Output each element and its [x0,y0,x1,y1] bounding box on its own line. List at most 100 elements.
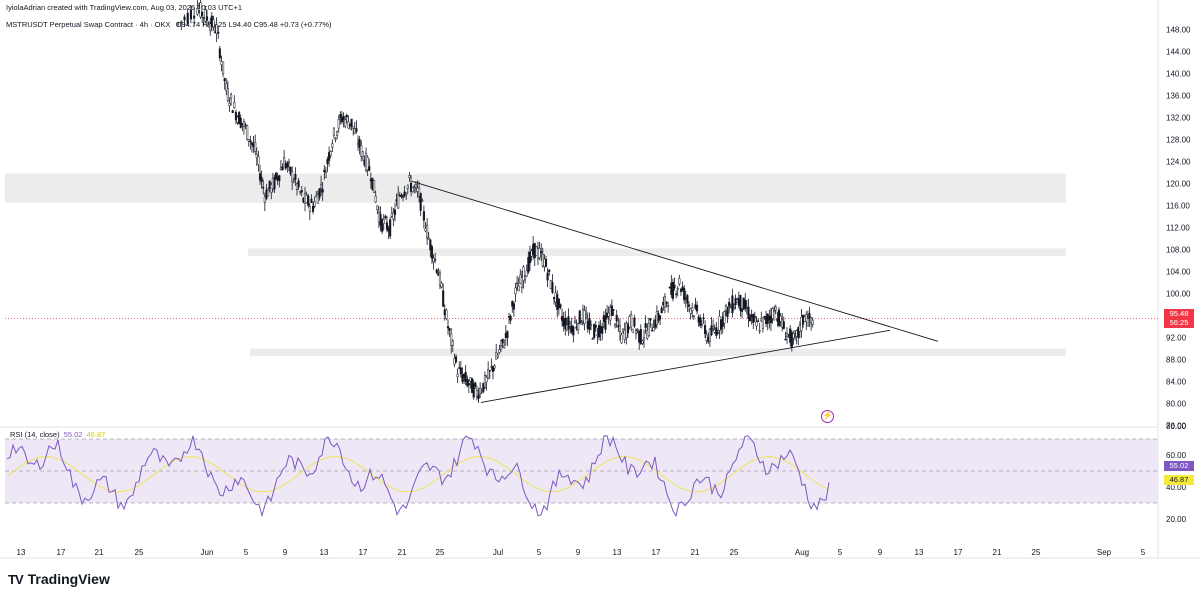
time-tick: 21 [95,548,104,557]
candle-body [620,334,623,344]
price-tick: 144.00 [1166,48,1191,57]
price-tick: 136.00 [1166,92,1191,101]
candle-body [652,327,655,332]
candle-body [199,2,202,18]
candle-body [715,327,718,336]
candle-body [242,121,246,127]
candle-body [451,340,454,346]
candle-body [524,276,527,280]
candle-body [631,328,634,333]
candle-body [561,315,564,321]
symbol-legend[interactable]: MSTRUSDT Perpetual Swap Contract · 4h · … [6,20,332,29]
candle-body [647,323,650,337]
candle-body [427,237,430,240]
candle-body [231,110,234,114]
candle-body [588,318,591,330]
rsi-ma-badge: 46.87 [1164,475,1194,485]
candle-body [480,391,483,393]
candle-body [310,198,313,203]
candle-body [792,333,795,339]
price-tick: 84.00 [1166,378,1187,387]
candle-body [328,152,331,161]
candle-body [321,189,324,193]
candle-body [797,327,800,338]
rsi-legend[interactable]: RSI (14, close) 55.02 46.87 [10,430,105,439]
candle-body [496,354,499,358]
candle-body [201,11,204,17]
tradingview-logo[interactable]: TV TradingView [8,571,110,587]
tv-mark: TV [8,571,24,587]
rsi-band [5,438,1158,504]
candle-body [699,317,702,326]
candle-body [527,257,530,273]
candle-body [331,143,334,148]
candle-body [461,374,464,382]
candle-body [683,287,686,301]
candle-body [400,194,403,198]
candle-body [675,293,678,295]
candle-body [726,307,729,318]
candle-body [360,145,363,157]
logo-text: TradingView [27,571,110,587]
candle-body [723,311,726,324]
candle-body [806,318,809,327]
chart-credit: IyiolaAdrian created with TradingView.co… [6,3,243,12]
candle-body [368,166,371,171]
candle-body [485,377,488,383]
candle-body [234,111,237,121]
symbol-name[interactable]: MSTRUSDT Perpetual Swap Contract · 4h · … [6,20,171,29]
candle-body [222,61,225,75]
candle-body [336,131,339,136]
candle-body [641,340,644,344]
descending-trendline [411,180,939,342]
candle-body [538,248,541,258]
candle-body [633,317,636,327]
candle-body [180,20,183,23]
lightning-icon[interactable]: ⚡ [821,410,834,423]
bar-countdown: 56:25 [1169,318,1189,327]
rsi-tick: 60.00 [1166,451,1187,460]
candle-body [255,154,258,159]
candle-body [667,305,670,307]
time-tick: 25 [1032,548,1041,557]
time-tick: 9 [878,548,883,557]
time-tick: 21 [691,548,700,557]
candle-body [509,315,512,321]
candle-body [283,157,286,169]
candle-body [644,323,647,328]
candle-body [474,382,477,387]
candle-body [551,282,554,293]
candle-body [567,316,570,330]
candle-body [757,320,760,322]
candle-body [475,390,478,397]
candle-body [604,315,607,330]
candle-body [467,383,470,386]
candle-body [663,296,666,308]
candle-body [233,102,236,108]
candle-body [217,31,220,34]
price-tick: 124.00 [1166,158,1191,167]
candle-body [716,332,719,334]
candle-body [287,161,290,164]
time-tick: 17 [359,548,368,557]
candle-body [263,196,266,203]
candle-body [223,78,226,82]
time-tick: 17 [652,548,661,557]
time-tick: 25 [135,548,144,557]
candle-body [454,356,458,363]
time-tick: 13 [613,548,622,557]
candle-body [749,317,752,322]
candle-body [419,193,422,211]
candle-body [250,142,254,145]
candle-body [373,179,376,193]
price-zone [248,248,1066,257]
candle-body [739,294,742,311]
candle-body [593,324,596,338]
candle-body [514,287,517,295]
time-tick: 13 [915,548,924,557]
candle-body [615,314,618,322]
candle-body [642,337,646,340]
candle-body [753,316,756,318]
candle-body [289,166,292,175]
